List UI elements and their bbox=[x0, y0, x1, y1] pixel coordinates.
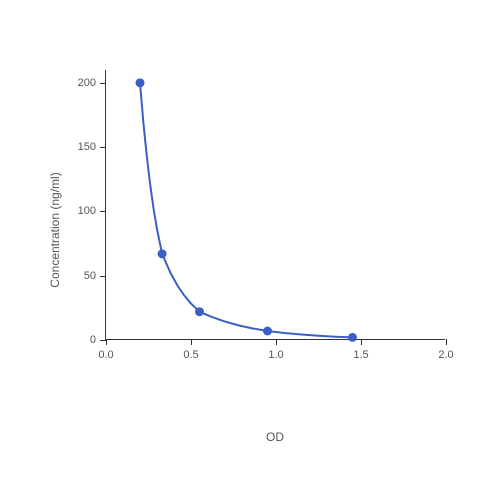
chart-svg bbox=[106, 70, 445, 339]
x-tick bbox=[361, 339, 362, 345]
x-axis-title: OD bbox=[266, 430, 284, 444]
curve-line bbox=[140, 83, 353, 338]
y-tick bbox=[100, 147, 106, 148]
y-tick-label: 150 bbox=[78, 141, 96, 153]
y-tick bbox=[100, 83, 106, 84]
y-tick-label: 0 bbox=[90, 334, 96, 346]
y-tick-label: 200 bbox=[78, 77, 96, 89]
data-point-marker bbox=[348, 333, 357, 342]
data-point-marker bbox=[158, 249, 167, 258]
data-point-marker bbox=[195, 307, 204, 316]
y-tick-label: 100 bbox=[78, 205, 96, 217]
x-tick bbox=[276, 339, 277, 345]
plot-area: 0501001502000.00.51.01.52.0 bbox=[105, 70, 445, 340]
x-tick bbox=[106, 339, 107, 345]
x-tick-label: 0.5 bbox=[183, 349, 198, 361]
x-tick-label: 2.0 bbox=[438, 349, 453, 361]
y-tick bbox=[100, 276, 106, 277]
y-axis-title: Concentration (ng/ml) bbox=[48, 172, 62, 287]
y-tick-label: 50 bbox=[84, 270, 96, 282]
data-point-marker bbox=[136, 78, 145, 87]
x-tick-label: 1.5 bbox=[353, 349, 368, 361]
x-tick-label: 0.0 bbox=[98, 349, 113, 361]
y-tick bbox=[100, 211, 106, 212]
x-tick bbox=[446, 339, 447, 345]
data-point-marker bbox=[263, 327, 272, 336]
x-tick bbox=[191, 339, 192, 345]
standard-curve-chart: Concentration (ng/ml) 0501001502000.00.5… bbox=[65, 60, 465, 400]
x-tick-label: 1.0 bbox=[268, 349, 283, 361]
